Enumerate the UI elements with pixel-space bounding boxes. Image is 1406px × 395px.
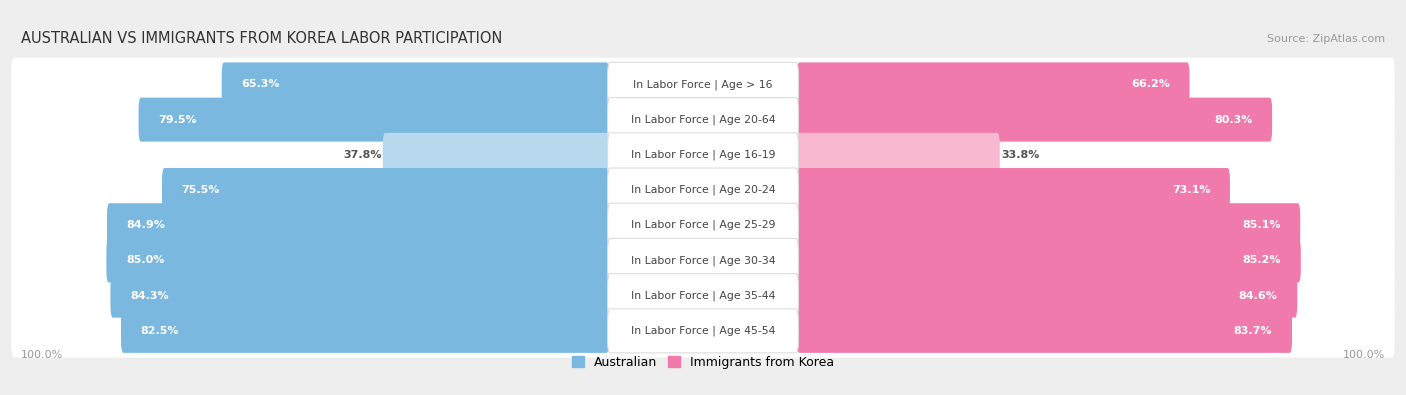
- Text: 83.7%: 83.7%: [1234, 326, 1272, 336]
- FancyBboxPatch shape: [607, 62, 799, 106]
- Text: In Labor Force | Age 20-64: In Labor Force | Age 20-64: [631, 115, 775, 125]
- Text: 66.2%: 66.2%: [1130, 79, 1170, 89]
- Text: 85.2%: 85.2%: [1243, 256, 1281, 265]
- FancyBboxPatch shape: [11, 128, 1395, 182]
- FancyBboxPatch shape: [607, 203, 799, 247]
- FancyBboxPatch shape: [11, 304, 1395, 357]
- FancyBboxPatch shape: [607, 309, 799, 353]
- FancyBboxPatch shape: [107, 203, 609, 247]
- FancyBboxPatch shape: [11, 58, 1395, 111]
- Text: 85.0%: 85.0%: [127, 256, 165, 265]
- Text: 82.5%: 82.5%: [141, 326, 179, 336]
- FancyBboxPatch shape: [797, 309, 1292, 353]
- FancyBboxPatch shape: [11, 269, 1395, 322]
- Text: In Labor Force | Age 25-29: In Labor Force | Age 25-29: [631, 220, 775, 231]
- FancyBboxPatch shape: [11, 234, 1395, 287]
- Text: 80.3%: 80.3%: [1215, 115, 1253, 124]
- Text: Source: ZipAtlas.com: Source: ZipAtlas.com: [1267, 34, 1385, 43]
- FancyBboxPatch shape: [11, 93, 1395, 147]
- Text: 85.1%: 85.1%: [1241, 220, 1281, 230]
- FancyBboxPatch shape: [797, 62, 1189, 106]
- FancyBboxPatch shape: [797, 203, 1301, 247]
- Text: 84.6%: 84.6%: [1239, 291, 1278, 301]
- Text: In Labor Force | Age 45-54: In Labor Force | Age 45-54: [631, 325, 775, 336]
- FancyBboxPatch shape: [607, 274, 799, 318]
- Text: 84.9%: 84.9%: [127, 220, 166, 230]
- FancyBboxPatch shape: [11, 198, 1395, 252]
- FancyBboxPatch shape: [797, 133, 1000, 177]
- Text: 75.5%: 75.5%: [181, 185, 219, 195]
- Text: 100.0%: 100.0%: [21, 350, 63, 361]
- Text: 65.3%: 65.3%: [242, 79, 280, 89]
- FancyBboxPatch shape: [607, 239, 799, 282]
- Text: 79.5%: 79.5%: [159, 115, 197, 124]
- Text: 100.0%: 100.0%: [1343, 350, 1385, 361]
- Text: In Labor Force | Age > 16: In Labor Force | Age > 16: [633, 79, 773, 90]
- FancyBboxPatch shape: [107, 239, 609, 282]
- FancyBboxPatch shape: [797, 168, 1230, 212]
- FancyBboxPatch shape: [607, 133, 799, 177]
- Text: AUSTRALIAN VS IMMIGRANTS FROM KOREA LABOR PARTICIPATION: AUSTRALIAN VS IMMIGRANTS FROM KOREA LABO…: [21, 31, 502, 46]
- FancyBboxPatch shape: [382, 133, 609, 177]
- Text: In Labor Force | Age 16-19: In Labor Force | Age 16-19: [631, 150, 775, 160]
- FancyBboxPatch shape: [797, 274, 1298, 318]
- FancyBboxPatch shape: [121, 309, 609, 353]
- Text: In Labor Force | Age 30-34: In Labor Force | Age 30-34: [631, 255, 775, 266]
- FancyBboxPatch shape: [797, 98, 1272, 142]
- FancyBboxPatch shape: [607, 168, 799, 212]
- Text: In Labor Force | Age 20-24: In Labor Force | Age 20-24: [631, 185, 775, 195]
- FancyBboxPatch shape: [607, 98, 799, 142]
- Legend: Australian, Immigrants from Korea: Australian, Immigrants from Korea: [572, 356, 834, 369]
- Text: 33.8%: 33.8%: [1001, 150, 1039, 160]
- Text: 73.1%: 73.1%: [1171, 185, 1211, 195]
- FancyBboxPatch shape: [222, 62, 609, 106]
- FancyBboxPatch shape: [797, 239, 1301, 282]
- Text: 37.8%: 37.8%: [343, 150, 382, 160]
- Text: In Labor Force | Age 35-44: In Labor Force | Age 35-44: [631, 290, 775, 301]
- FancyBboxPatch shape: [11, 163, 1395, 217]
- FancyBboxPatch shape: [111, 274, 609, 318]
- FancyBboxPatch shape: [139, 98, 609, 142]
- Text: 84.3%: 84.3%: [131, 291, 169, 301]
- FancyBboxPatch shape: [162, 168, 609, 212]
